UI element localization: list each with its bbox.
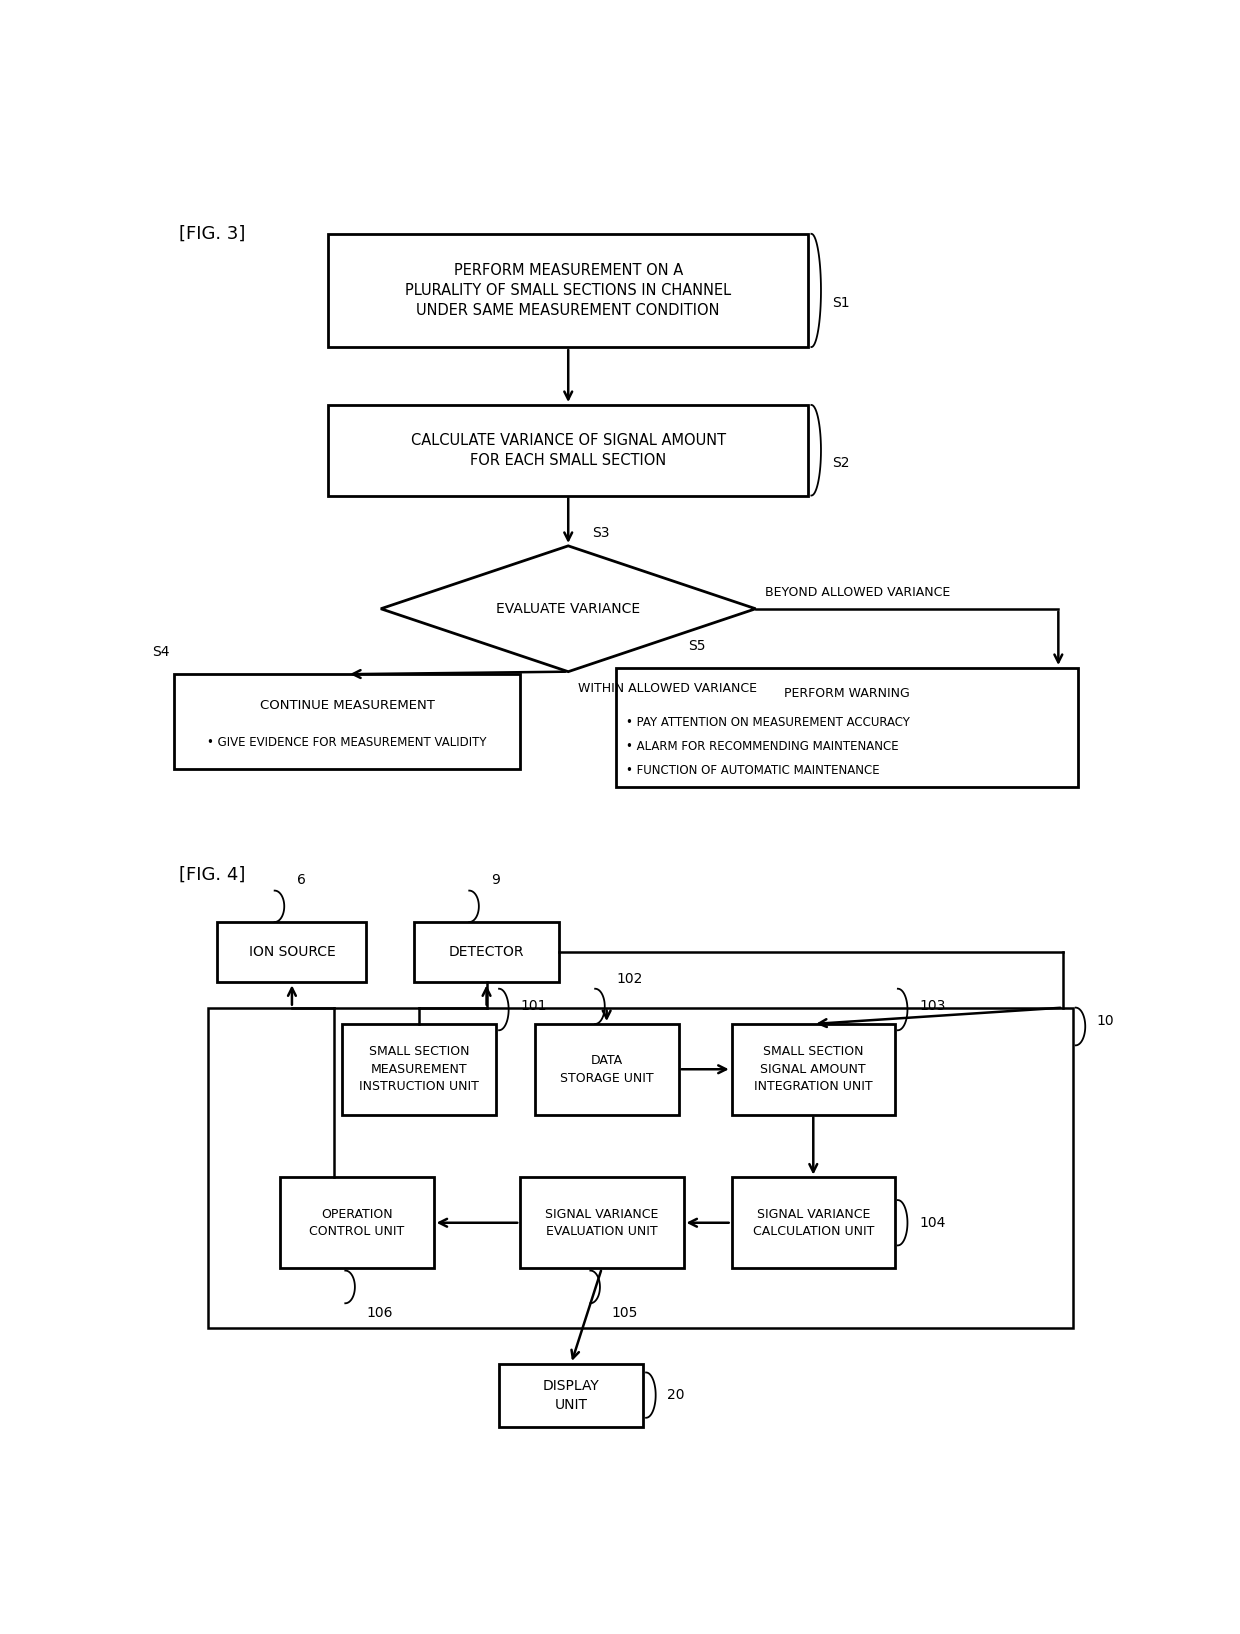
Text: PERFORM MEASUREMENT ON A
PLURALITY OF SMALL SECTIONS IN CHANNEL
UNDER SAME MEASU: PERFORM MEASUREMENT ON A PLURALITY OF SM… (405, 263, 732, 319)
Text: • PAY ATTENTION ON MEASUREMENT ACCURACY: • PAY ATTENTION ON MEASUREMENT ACCURACY (626, 716, 910, 729)
Text: SMALL SECTION
MEASUREMENT
INSTRUCTION UNIT: SMALL SECTION MEASUREMENT INSTRUCTION UN… (360, 1046, 479, 1093)
Text: • GIVE EVIDENCE FOR MEASUREMENT VALIDITY: • GIVE EVIDENCE FOR MEASUREMENT VALIDITY (207, 735, 487, 748)
Text: 102: 102 (616, 972, 642, 987)
Bar (521, 1178, 683, 1268)
Polygon shape (381, 546, 755, 672)
Text: 10: 10 (1097, 1013, 1115, 1028)
Bar (327, 405, 808, 495)
Bar (208, 1008, 1073, 1328)
Text: DATA
STORAGE UNIT: DATA STORAGE UNIT (559, 1054, 653, 1085)
Bar (616, 668, 1078, 788)
Text: CONTINUE MEASUREMENT: CONTINUE MEASUREMENT (259, 699, 435, 712)
Bar (498, 1364, 644, 1426)
Text: [FIG. 4]: [FIG. 4] (179, 866, 246, 884)
Text: 106: 106 (367, 1306, 393, 1320)
Bar (342, 1025, 496, 1114)
Text: S2: S2 (832, 456, 849, 471)
Text: 101: 101 (521, 998, 547, 1013)
Text: SIGNAL VARIANCE
EVALUATION UNIT: SIGNAL VARIANCE EVALUATION UNIT (546, 1208, 658, 1239)
Bar (174, 675, 521, 768)
Text: 104: 104 (919, 1216, 945, 1230)
Text: 103: 103 (919, 998, 945, 1013)
Text: OPERATION
CONTROL UNIT: OPERATION CONTROL UNIT (309, 1208, 404, 1239)
Bar (732, 1178, 895, 1268)
Text: S1: S1 (832, 296, 851, 310)
Text: PERFORM WARNING: PERFORM WARNING (784, 686, 910, 699)
Text: [FIG. 3]: [FIG. 3] (179, 225, 246, 243)
Text: • FUNCTION OF AUTOMATIC MAINTENANCE: • FUNCTION OF AUTOMATIC MAINTENANCE (626, 763, 879, 776)
Text: S5: S5 (688, 639, 706, 654)
Text: CALCULATE VARIANCE OF SIGNAL AMOUNT
FOR EACH SMALL SECTION: CALCULATE VARIANCE OF SIGNAL AMOUNT FOR … (410, 433, 725, 467)
Text: S4: S4 (153, 645, 170, 659)
Text: 105: 105 (611, 1306, 637, 1320)
Text: DISPLAY
UNIT: DISPLAY UNIT (543, 1379, 599, 1412)
Text: 6: 6 (296, 873, 305, 887)
Text: ION SOURCE: ION SOURCE (248, 944, 335, 959)
Text: 9: 9 (491, 873, 500, 887)
Bar (217, 922, 367, 982)
Text: EVALUATE VARIANCE: EVALUATE VARIANCE (496, 601, 640, 616)
Text: SMALL SECTION
SIGNAL AMOUNT
INTEGRATION UNIT: SMALL SECTION SIGNAL AMOUNT INTEGRATION … (754, 1046, 873, 1093)
Text: WITHIN ALLOWED VARIANCE: WITHIN ALLOWED VARIANCE (578, 681, 756, 694)
Text: BEYOND ALLOWED VARIANCE: BEYOND ALLOWED VARIANCE (765, 585, 951, 598)
Bar (280, 1178, 434, 1268)
Text: S3: S3 (593, 526, 610, 539)
Text: • ALARM FOR RECOMMENDING MAINTENANCE: • ALARM FOR RECOMMENDING MAINTENANCE (626, 740, 899, 753)
Bar (414, 922, 559, 982)
Text: 20: 20 (667, 1389, 684, 1402)
Text: DETECTOR: DETECTOR (449, 944, 525, 959)
Bar (732, 1025, 895, 1114)
Bar (534, 1025, 678, 1114)
Text: SIGNAL VARIANCE
CALCULATION UNIT: SIGNAL VARIANCE CALCULATION UNIT (753, 1208, 874, 1239)
Bar (327, 234, 808, 346)
